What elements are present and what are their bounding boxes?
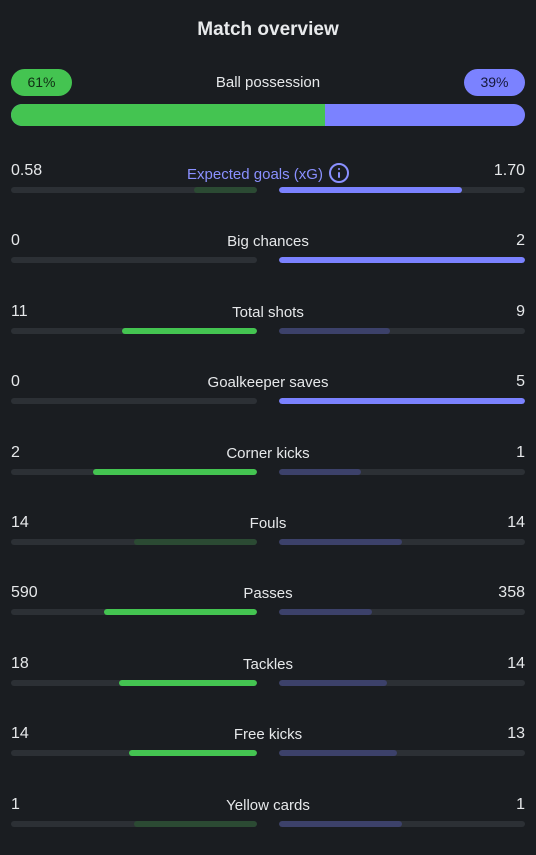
stat-row-fouls: 14 Fouls 14 — [11, 514, 525, 564]
home-value: 0 — [11, 373, 20, 390]
away-stat-bar — [279, 187, 525, 193]
home-value: 14 — [11, 725, 29, 742]
stat-label-text: Tackles — [242, 656, 294, 673]
stat-label-text: Big chances — [227, 233, 309, 250]
home-stat-fill — [103, 609, 257, 615]
away-stat-fill — [279, 328, 390, 334]
stat-label-text: Corner kicks — [226, 445, 310, 462]
stat-row-passes: 590 Passes 358 — [11, 584, 525, 634]
stat-label: Big chances — [11, 233, 525, 250]
stat-label: Corner kicks — [11, 445, 525, 462]
home-stat-bar — [11, 398, 257, 404]
stat-row-tackles: 18 Tackles 14 — [11, 655, 525, 705]
away-stat-bar — [279, 821, 525, 827]
away-value: 358 — [498, 584, 525, 601]
away-value: 9 — [516, 303, 525, 320]
stat-label: Tackles — [11, 656, 525, 673]
stat-label: Goalkeeper saves — [11, 374, 525, 391]
stat-label-text: Yellow cards — [226, 797, 310, 814]
home-stat-fill — [121, 328, 257, 334]
away-value: 1 — [516, 796, 525, 813]
home-stat-fill — [134, 539, 257, 545]
home-possession-badge: 61% — [11, 69, 72, 96]
home-stat-bar — [11, 609, 257, 615]
away-stat-bar — [279, 680, 525, 686]
stat-label: Fouls — [11, 515, 525, 532]
stat-row-corner-kicks: 2 Corner kicks 1 — [11, 444, 525, 494]
stat-label: Yellow cards — [11, 797, 525, 814]
stat-label-text: Free kicks — [233, 726, 303, 743]
possession-header: 61% Ball possession 39% — [11, 69, 525, 96]
home-value: 2 — [11, 444, 20, 461]
away-stat-bar — [279, 750, 525, 756]
home-value: 0 — [11, 232, 20, 249]
page-title: Match overview — [197, 19, 339, 40]
stat-row-goalkeeper-saves: 0 Goalkeeper saves 5 — [11, 373, 525, 423]
home-value: 14 — [11, 514, 29, 531]
stat-label-text: Expected goals (xG) — [187, 166, 323, 183]
stat-row-free-kicks: 14 Free kicks 13 — [11, 725, 525, 775]
home-stat-bar — [11, 539, 257, 545]
stat-label-text: Total shots — [232, 304, 304, 321]
away-value: 14 — [507, 514, 525, 531]
away-stat-fill — [279, 469, 361, 475]
away-value: 14 — [507, 655, 525, 672]
away-value: 13 — [507, 725, 525, 742]
away-stat-bar — [279, 469, 525, 475]
home-stat-fill — [118, 680, 257, 686]
info-icon[interactable] — [328, 163, 349, 183]
stat-label: Free kicks — [11, 726, 525, 743]
home-stat-bar — [11, 328, 257, 334]
home-stat-fill — [134, 821, 257, 827]
home-value: 0.58 — [11, 162, 43, 179]
home-stat-bar — [11, 750, 257, 756]
stat-row-yellow-cards: 1 Yellow cards 1 — [11, 796, 525, 846]
home-value: 18 — [11, 655, 29, 672]
home-value: 590 — [11, 584, 38, 601]
away-value: 1.70 — [493, 162, 525, 179]
away-stat-fill — [279, 609, 372, 615]
away-stat-fill — [279, 750, 398, 756]
home-stat-fill — [129, 750, 257, 756]
stat-label: Total shots — [11, 304, 525, 321]
away-possession-badge: 39% — [464, 69, 525, 96]
home-possession-fill — [11, 104, 325, 126]
away-value: 1 — [516, 444, 525, 461]
away-stat-bar — [279, 609, 525, 615]
away-value: 2 — [516, 232, 525, 249]
away-stat-fill — [279, 187, 463, 193]
possession-bar — [11, 104, 525, 126]
away-stat-bar — [279, 539, 525, 545]
home-stat-fill — [93, 469, 257, 475]
stat-label-text: Goalkeeper saves — [207, 374, 329, 391]
away-stat-fill — [279, 680, 387, 686]
stat-row-expected-goals-xg: 0.58 Expected goals (xG) 1.70 — [11, 162, 525, 212]
stat-label: Passes — [11, 585, 525, 602]
away-stat-bar — [279, 257, 525, 263]
home-stat-bar — [11, 821, 257, 827]
stat-label-text: Passes — [243, 585, 293, 602]
home-value: 1 — [11, 796, 20, 813]
home-stat-fill — [194, 187, 257, 193]
away-stat-fill — [279, 257, 525, 263]
stat-row-total-shots: 11 Total shots 9 — [11, 303, 525, 353]
away-value: 5 — [516, 373, 525, 390]
home-stat-bar — [11, 257, 257, 263]
home-stat-bar — [11, 469, 257, 475]
home-stat-bar — [11, 680, 257, 686]
stat-label[interactable]: Expected goals (xG) — [11, 163, 525, 183]
possession-label: Ball possession — [215, 74, 321, 91]
stat-row-big-chances: 0 Big chances 2 — [11, 232, 525, 282]
home-stat-bar — [11, 187, 257, 193]
away-stat-bar — [279, 328, 525, 334]
away-stat-fill — [279, 539, 402, 545]
away-stat-bar — [279, 398, 525, 404]
away-stat-fill — [279, 821, 402, 827]
stat-label-text: Fouls — [249, 515, 287, 532]
away-stat-fill — [279, 398, 525, 404]
home-value: 11 — [11, 303, 28, 320]
